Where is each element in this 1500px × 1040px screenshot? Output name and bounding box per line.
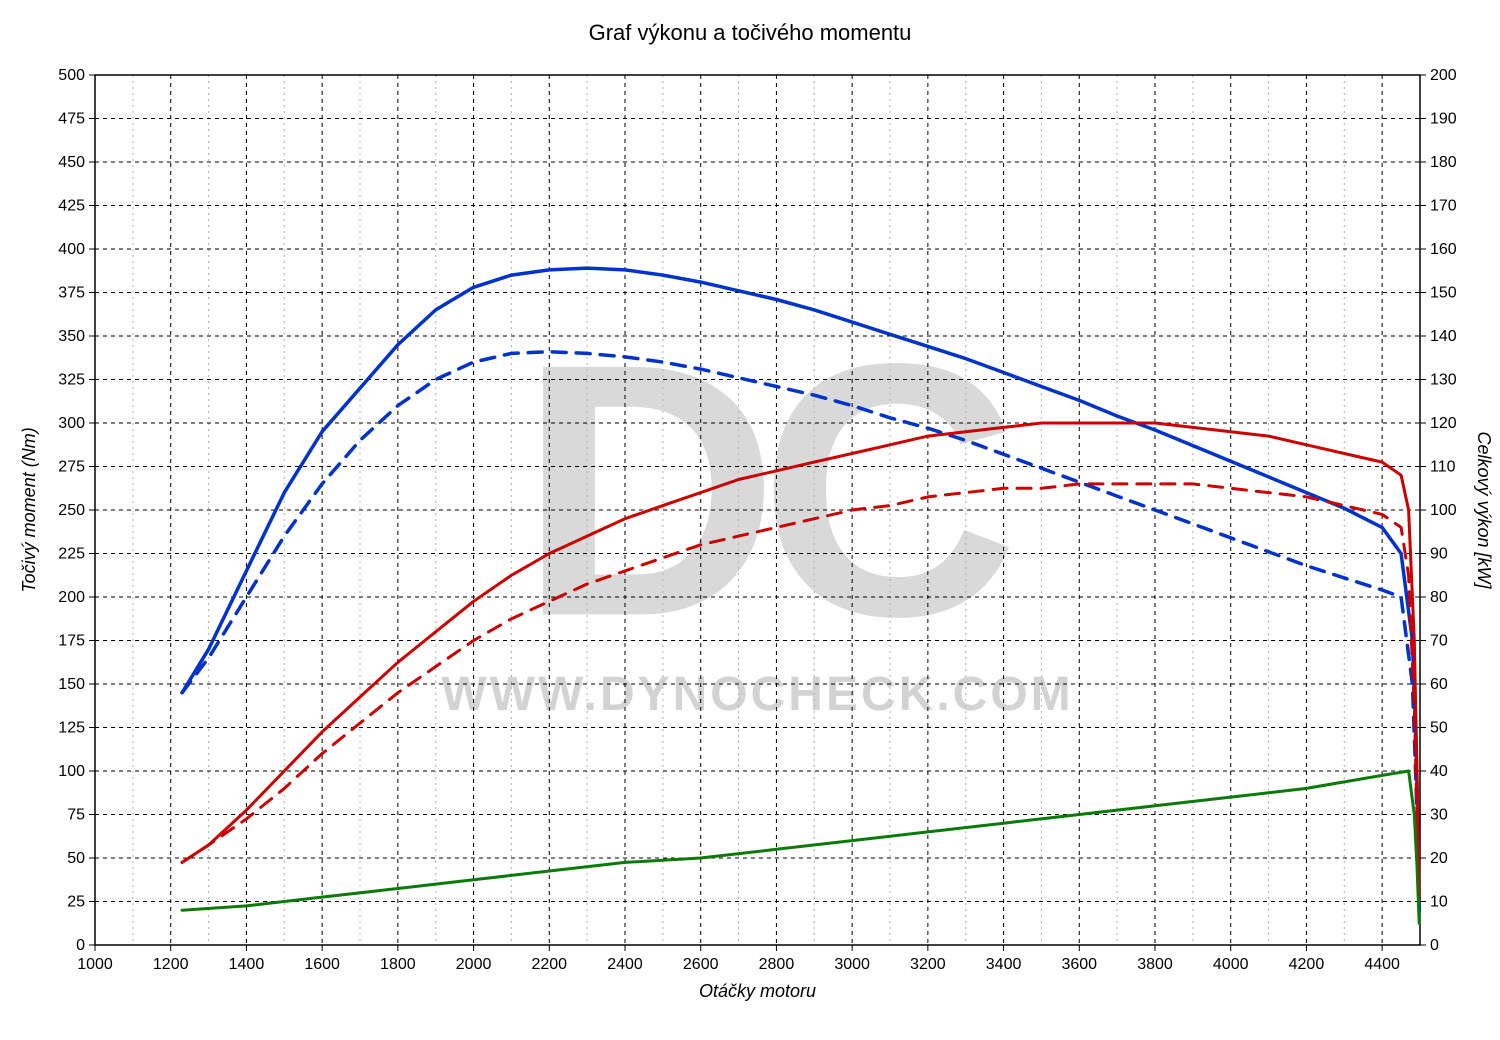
svg-text:60: 60 (1430, 676, 1448, 693)
series-baseline_green (182, 771, 1419, 923)
svg-text:110: 110 (1430, 459, 1456, 476)
svg-text:250: 250 (58, 502, 85, 519)
svg-text:4200: 4200 (1289, 956, 1325, 973)
svg-text:40: 40 (1430, 763, 1448, 780)
svg-text:20: 20 (1430, 850, 1448, 867)
svg-text:WWW.DYNOCHECK.COM: WWW.DYNOCHECK.COM (441, 668, 1073, 721)
svg-text:1600: 1600 (304, 956, 340, 973)
svg-text:120: 120 (1430, 415, 1457, 432)
svg-text:150: 150 (1430, 285, 1457, 302)
svg-text:Točivý moment (Nm): Točivý moment (Nm) (19, 427, 39, 592)
svg-text:130: 130 (1430, 372, 1457, 389)
svg-text:190: 190 (1430, 111, 1457, 128)
svg-text:2000: 2000 (456, 956, 492, 973)
svg-text:200: 200 (1430, 67, 1457, 84)
svg-text:175: 175 (58, 633, 85, 650)
svg-text:170: 170 (1430, 198, 1457, 215)
svg-text:100: 100 (1430, 502, 1457, 519)
svg-text:1800: 1800 (380, 956, 416, 973)
svg-text:3400: 3400 (986, 956, 1022, 973)
svg-text:300: 300 (58, 415, 85, 432)
svg-text:3600: 3600 (1061, 956, 1097, 973)
svg-text:375: 375 (58, 285, 85, 302)
svg-text:225: 225 (58, 546, 85, 563)
svg-text:325: 325 (58, 372, 85, 389)
svg-text:450: 450 (58, 154, 85, 171)
svg-text:2600: 2600 (683, 956, 719, 973)
svg-text:25: 25 (67, 894, 85, 911)
svg-text:0: 0 (76, 937, 85, 954)
svg-text:140: 140 (1430, 328, 1457, 345)
svg-text:50: 50 (67, 850, 85, 867)
svg-text:0: 0 (1430, 937, 1439, 954)
svg-text:Celkový výkon [kW]: Celkový výkon [kW] (1474, 431, 1494, 589)
svg-text:3200: 3200 (910, 956, 946, 973)
svg-text:1200: 1200 (153, 956, 189, 973)
svg-text:475: 475 (58, 111, 85, 128)
svg-text:180: 180 (1430, 154, 1457, 171)
svg-text:1400: 1400 (229, 956, 265, 973)
svg-text:1000: 1000 (77, 956, 113, 973)
svg-text:70: 70 (1430, 633, 1448, 650)
svg-text:125: 125 (58, 720, 85, 737)
svg-text:75: 75 (67, 807, 85, 824)
svg-text:400: 400 (58, 241, 85, 258)
svg-text:4400: 4400 (1364, 956, 1400, 973)
svg-text:100: 100 (58, 763, 85, 780)
svg-text:500: 500 (58, 67, 85, 84)
svg-text:2200: 2200 (531, 956, 567, 973)
svg-text:90: 90 (1430, 546, 1448, 563)
dyno-chart: DCWWW.DYNOCHECK.COM 10001200140016001800… (0, 0, 1500, 1040)
svg-text:275: 275 (58, 459, 85, 476)
svg-text:200: 200 (58, 589, 85, 606)
svg-text:425: 425 (58, 198, 85, 215)
svg-text:2800: 2800 (759, 956, 795, 973)
svg-text:50: 50 (1430, 720, 1448, 737)
svg-text:10: 10 (1430, 894, 1448, 911)
svg-text:3800: 3800 (1137, 956, 1173, 973)
svg-text:350: 350 (58, 328, 85, 345)
svg-text:Otáčky motoru: Otáčky motoru (699, 981, 816, 1001)
svg-text:160: 160 (1430, 241, 1457, 258)
svg-text:80: 80 (1430, 589, 1448, 606)
svg-text:4000: 4000 (1213, 956, 1249, 973)
svg-text:3000: 3000 (834, 956, 870, 973)
svg-text:2400: 2400 (607, 956, 643, 973)
svg-text:30: 30 (1430, 807, 1448, 824)
chart-container: Graf výkonu a točivého momentu DCWWW.DYN… (0, 0, 1500, 1040)
svg-text:150: 150 (58, 676, 85, 693)
